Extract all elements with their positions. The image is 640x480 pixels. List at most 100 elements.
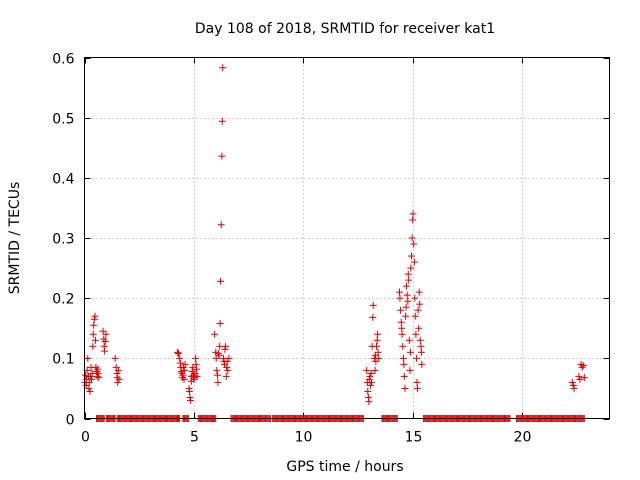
data-point [175,350,183,358]
data-point [396,288,403,296]
data-point [211,330,219,338]
data-point [217,277,225,285]
y-tick-label: 0.4 [52,172,74,188]
x-tick-label: 20 [514,430,532,446]
data-point [413,384,421,392]
data-point [223,363,231,371]
y-axis-label: SRMTID / TECUs [7,182,23,295]
data-point [91,336,99,344]
data-point [415,288,423,296]
data-point [89,330,97,338]
data-points [81,64,588,422]
data-point [397,306,405,314]
data-point [413,354,421,362]
data-point [414,306,422,314]
data-point [401,384,409,392]
data-point [225,354,233,362]
x-tick-label: 15 [405,430,423,446]
data-point [87,372,95,380]
data-point [216,342,224,350]
data-point [179,371,187,379]
data-point [93,372,101,380]
data-point [410,240,418,248]
y-tick-label: 0 [66,413,75,429]
data-point [177,368,185,376]
plot-frame [84,57,610,419]
data-point [214,378,222,386]
data-point [400,372,408,380]
data-point [578,363,586,371]
data-point [186,393,194,401]
data-point [224,366,232,374]
data-point [579,362,587,370]
data-point [82,371,90,379]
data-point [114,378,122,386]
data-point [568,378,576,386]
data-point [365,398,373,406]
data-point [101,347,109,355]
data-point [173,348,181,356]
data-point [85,384,93,392]
data-point [373,342,381,350]
data-point [178,369,186,377]
data-point [373,336,381,344]
data-point [399,354,407,362]
data-point [215,351,223,359]
data-point [408,252,416,260]
data-point [410,258,418,266]
data-point [216,319,224,327]
data-point [402,303,410,311]
data-point [186,387,193,395]
data-point [411,312,419,320]
data-point [404,270,412,278]
data-point [91,312,99,320]
y-tick-label: 0.1 [52,352,74,368]
data-point [402,312,410,320]
chart-title: Day 108 of 2018, SRMTID for receiver kat… [195,21,495,37]
data-point [364,387,372,395]
data-point [417,342,425,350]
data-point [397,318,405,326]
data-point [89,342,97,350]
data-point [92,363,100,371]
data-point [369,301,377,309]
data-point [223,357,231,365]
data-point [222,342,230,350]
data-point [413,378,421,386]
data-point [111,354,119,362]
data-point [575,372,583,380]
data-point [398,324,406,332]
data-point [374,348,382,356]
x-tick-label: 0 [81,430,90,446]
data-point [366,372,374,380]
data-point [570,384,578,392]
data-point [398,330,406,338]
data-point [217,221,225,229]
x-tick-labels: 0 5 10 15 20 [81,430,531,446]
data-point [396,294,404,302]
data-point [187,396,195,404]
data-point [415,324,423,332]
data-point [188,368,196,376]
y-tick-label: 0.2 [52,292,74,308]
data-point [404,297,412,305]
data-point [86,387,94,395]
data-point [418,360,426,368]
data-point [405,336,413,344]
data-point [180,375,188,383]
data-point [193,372,201,380]
data-point [399,342,407,350]
data-point [576,375,584,383]
y-tick-labels: 0 0.1 0.2 0.3 0.4 0.5 0.6 [52,52,74,429]
data-point [190,374,198,382]
data-point [375,354,383,362]
y-tick-label: 0.5 [52,112,74,128]
data-point [88,369,96,377]
x-tick-label: 10 [295,430,313,446]
data-point [115,375,123,383]
data-point [403,282,410,290]
data-point [179,363,187,371]
data-point [193,365,200,373]
data-point [416,300,424,308]
